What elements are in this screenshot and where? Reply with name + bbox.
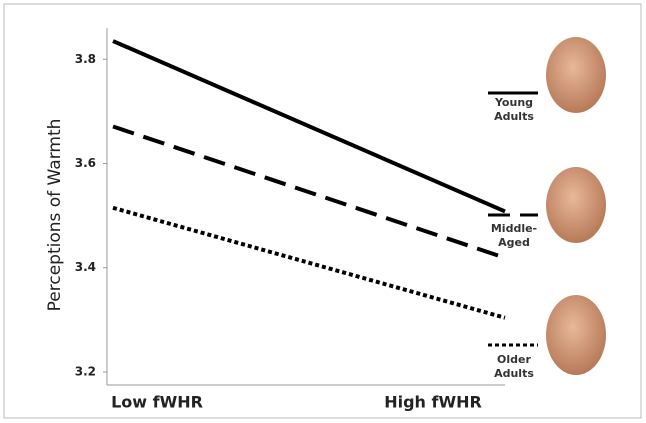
frame — [4, 4, 641, 418]
y-tick-label: 3.4 — [75, 260, 96, 274]
legend-label: Older Adults — [488, 353, 540, 381]
line — [113, 127, 505, 258]
y-tick-label: 3.2 — [75, 364, 96, 378]
y-tick-label: 3.6 — [75, 156, 96, 170]
y-tick-label: 3.8 — [75, 52, 96, 66]
figure: Perceptions of Warmth 3.2 3.4 3.6 3.8 Low fW… — [0, 0, 646, 423]
line — [113, 41, 505, 211]
x-tick-label: Low fWHR — [111, 393, 203, 412]
legend-label: Young Adults — [488, 96, 540, 124]
chart: Perceptions of Warmth 3.2 3.4 3.6 3.8 Low fW… — [0, 0, 646, 423]
face — [546, 37, 606, 375]
x-tick-label: High fWHR — [384, 393, 482, 412]
legend-label: Middle-Aged — [488, 222, 540, 250]
y-axis-title: Perceptions of Warmth — [45, 119, 65, 312]
line — [113, 208, 505, 318]
